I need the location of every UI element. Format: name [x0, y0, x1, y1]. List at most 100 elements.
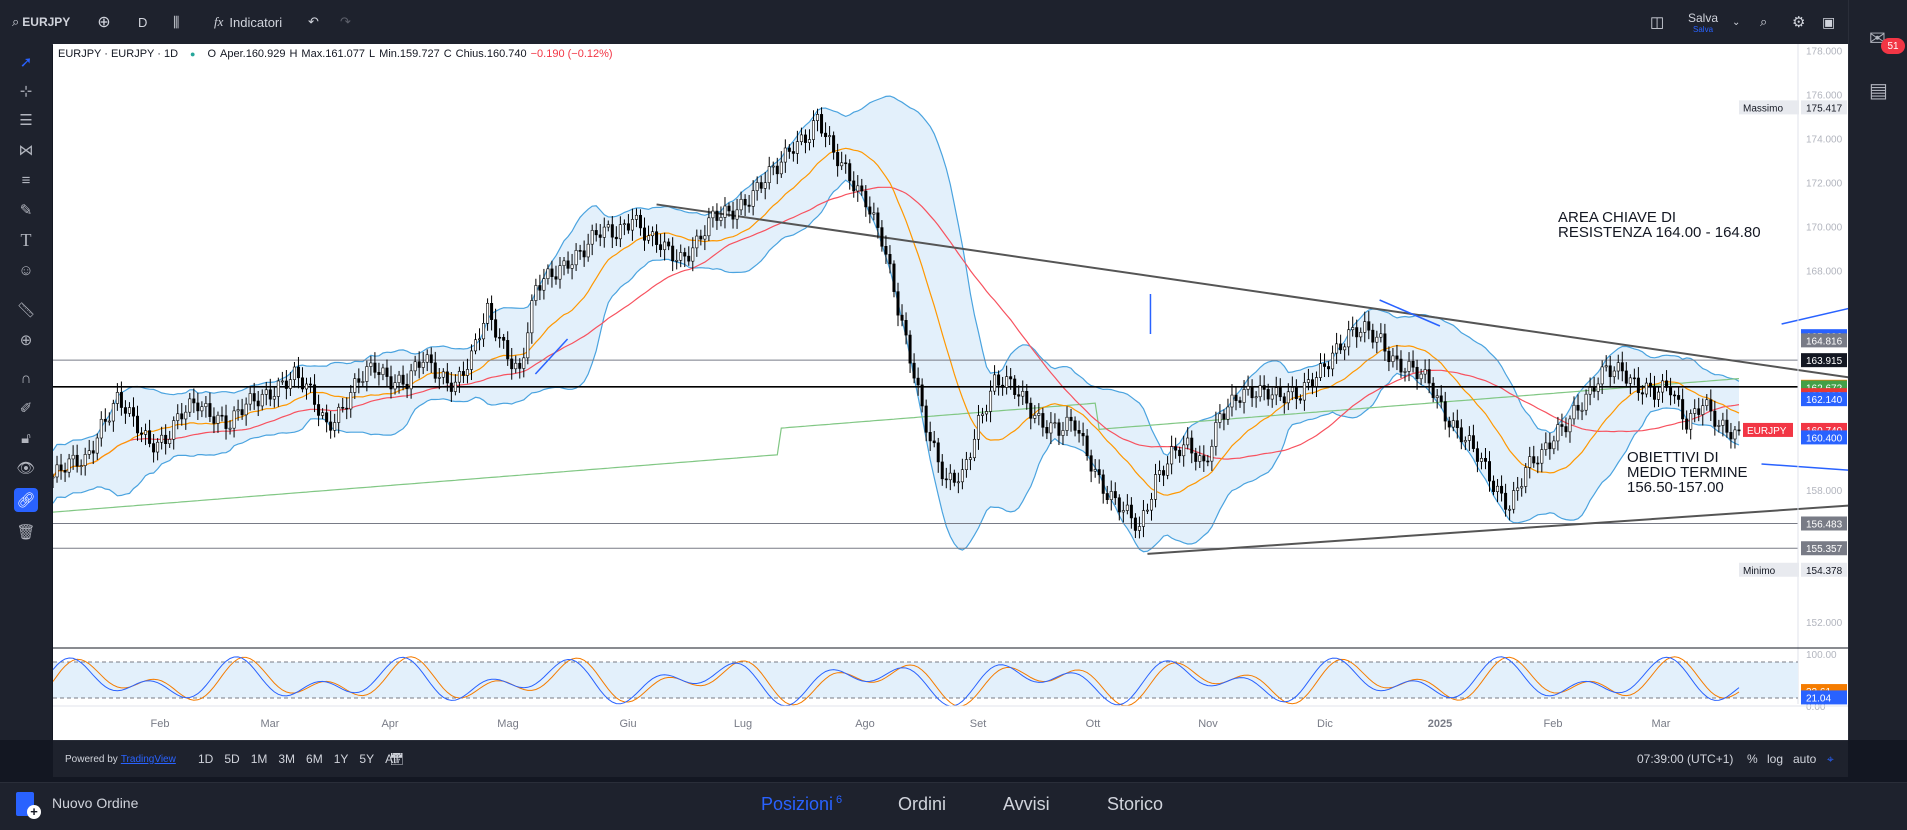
range-3m[interactable]: 3M — [278, 752, 296, 766]
add-symbol-button[interactable]: ⊕ — [94, 0, 114, 44]
candle-body — [240, 409, 244, 416]
candle-body — [1636, 377, 1640, 393]
chart-type-button[interactable]: ⫼ — [173, 0, 179, 44]
candle-body — [441, 371, 445, 378]
candle-body — [1166, 463, 1170, 476]
candle-body — [1125, 504, 1129, 511]
log-toggle[interactable]: log — [1767, 752, 1784, 766]
tab-positions[interactable]: Posizioni 6 — [761, 794, 842, 815]
candle-body — [1327, 366, 1331, 370]
candle-body — [1387, 350, 1391, 363]
link-tool[interactable]: 🔗︎ — [14, 488, 38, 512]
symbol-search[interactable]: ⌕ EURJPY — [12, 0, 70, 44]
price-tag-bg — [1801, 392, 1847, 407]
candle-body — [71, 454, 75, 460]
fib-icon: ≡ — [21, 171, 31, 189]
indicators-button[interactable]: fx Indicatori — [214, 0, 282, 44]
patterns-tool[interactable]: ⋈ — [14, 138, 38, 162]
range-1d[interactable]: 1D — [198, 752, 214, 766]
candle-body — [651, 231, 655, 237]
quick-search-button[interactable]: ⌕ — [1760, 0, 1767, 44]
y-tick-label: 174.000 — [1806, 135, 1843, 146]
candle-body — [1085, 435, 1089, 457]
interval-button[interactable]: D — [138, 14, 148, 30]
lock-tool[interactable]: 🔓︎ — [14, 426, 38, 450]
snapshot-button[interactable]: ▣ — [1822, 0, 1835, 44]
remove-tool[interactable]: 🗑︎ — [14, 520, 38, 544]
candle-body — [1077, 430, 1081, 434]
horizontal-lines-icon: ☰ — [19, 112, 33, 129]
candle-body — [952, 472, 956, 483]
range-all[interactable]: All — [385, 752, 399, 766]
tab-orders[interactable]: Ordini — [898, 794, 947, 814]
settings-button[interactable]: ⚙ — [1792, 0, 1805, 44]
candle-body — [268, 389, 272, 400]
candle-body — [1669, 387, 1673, 396]
candle-body — [449, 382, 453, 392]
candle-body — [385, 367, 389, 377]
candle-body — [502, 337, 506, 341]
percent-toggle[interactable]: % — [1747, 752, 1758, 766]
auto-toggle[interactable]: auto — [1793, 752, 1817, 766]
tab-alerts[interactable]: Avvisi — [1003, 794, 1050, 814]
candle-body — [779, 161, 783, 175]
candle-body — [751, 190, 755, 207]
clock-time[interactable]: 07:39:00 (UTC+1) — [1637, 752, 1734, 766]
text-icon: T — [20, 229, 32, 250]
scale-button[interactable]: ⌖ — [1827, 741, 1834, 777]
undo-button[interactable]: ↶ — [308, 0, 319, 44]
x-tick-label: 2025 — [1428, 718, 1452, 730]
candle-body — [208, 403, 212, 417]
candle-body — [478, 338, 482, 341]
trendline-tool[interactable]: ⊹ — [14, 79, 38, 103]
candle-body — [160, 434, 164, 443]
magnet-tool[interactable]: ∩ — [14, 366, 38, 390]
tab-history[interactable]: Storico — [1107, 794, 1164, 814]
candle-body — [1081, 433, 1085, 437]
emoji-tool[interactable]: ☺ — [14, 258, 38, 282]
candle-body — [1504, 492, 1508, 510]
save-menu-chevron[interactable]: ⌄ — [1732, 0, 1740, 44]
candle-body — [369, 362, 373, 367]
stay-drawing-tool[interactable]: ✐ — [14, 396, 38, 420]
lines-tool[interactable]: ☰ — [14, 108, 38, 132]
redo-button[interactable]: ↷ — [340, 0, 351, 44]
eye-icon: 👁︎ — [16, 460, 36, 477]
zoom-tool[interactable]: ⊕ — [14, 328, 38, 352]
range-1y[interactable]: 1Y — [333, 752, 349, 766]
date-range-button[interactable]: 📅︎ — [389, 741, 404, 777]
fib-tool[interactable]: ≡ — [14, 168, 38, 192]
x-tick-label: Ott — [1086, 718, 1101, 730]
range-5y[interactable]: 5Y — [359, 752, 375, 766]
candles-icon: ⫼ — [173, 13, 180, 30]
layout-button[interactable]: ◫ — [1650, 0, 1664, 44]
cursor-tool[interactable]: ➚ — [14, 50, 38, 74]
candle-body — [119, 392, 123, 408]
hide-tool[interactable]: 👁︎ — [14, 456, 38, 480]
candle-body — [494, 319, 498, 338]
candle-body — [349, 392, 353, 410]
candle-body — [1154, 474, 1158, 500]
tradingview-link[interactable]: TradingView — [120, 753, 176, 765]
candle-body — [1467, 435, 1471, 441]
text-tool[interactable]: T — [14, 228, 38, 252]
brush-icon: ✎ — [19, 202, 33, 219]
range-5d[interactable]: 5D — [224, 752, 240, 766]
candle-body — [1721, 419, 1725, 426]
range-1m[interactable]: 1M — [250, 752, 268, 766]
chart-area[interactable]: AREA CHIAVE DI RESISTENZA 164.00 - 164.80… — [51, 44, 1907, 740]
candle-body — [522, 357, 526, 369]
x-tick-label: Nov — [1198, 718, 1218, 730]
brush-tool[interactable]: ✎ — [14, 198, 38, 222]
save-button[interactable]: Salva Salva — [1688, 0, 1718, 44]
legend-change: −0.190 (−0.12%) — [530, 48, 613, 60]
ruler-tool[interactable]: 📏︎ — [14, 298, 38, 322]
range-6m[interactable]: 6M — [306, 752, 323, 766]
candle-body — [570, 264, 574, 269]
new-order-button[interactable]: Nuovo Ordine — [52, 795, 139, 811]
candle-body — [997, 374, 1001, 386]
top-toolbar: ⌕ EURJPY ⊕ D ⫼ fx Indicatori ↶ ↷ ◫ Salva… — [0, 0, 1907, 45]
candle-body — [1234, 394, 1238, 401]
news-button[interactable]: ▤ — [1869, 78, 1888, 103]
